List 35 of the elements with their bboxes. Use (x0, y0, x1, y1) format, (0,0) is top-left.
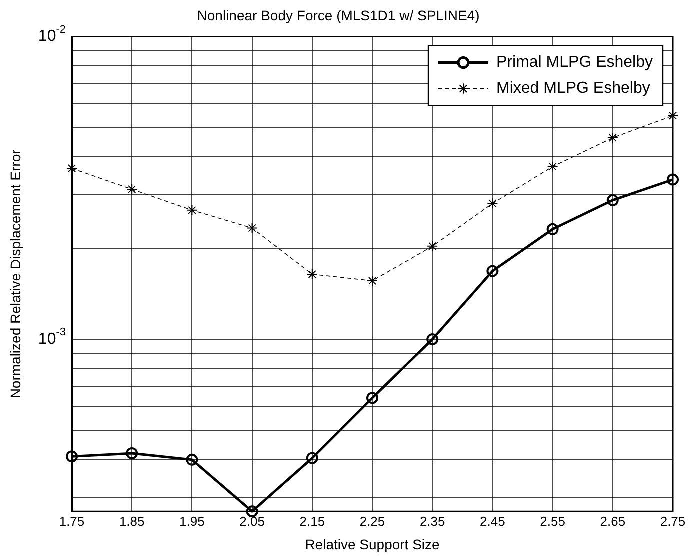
point (426, 333, 439, 346)
point (667, 174, 679, 186)
point (486, 265, 499, 278)
point (427, 240, 438, 252)
x-tick-label: 2.65 (600, 514, 626, 529)
point (306, 452, 318, 464)
x-tick-label: 2.45 (480, 514, 506, 529)
point (487, 198, 498, 210)
point (126, 184, 138, 195)
x-tick-label: 2.35 (420, 514, 446, 529)
point (546, 223, 559, 236)
point (366, 392, 378, 404)
x-tick-label: 1.85 (119, 514, 145, 529)
x-axis-title: Relative Support Size (305, 536, 440, 552)
x-tick-label: 2.15 (300, 514, 326, 529)
point (126, 448, 138, 460)
legend-label: Mixed MLPG Eshelby (496, 80, 650, 98)
point (186, 204, 198, 216)
x-tick-label: 2.75 (660, 514, 686, 529)
x-tick-label: 2.55 (540, 514, 566, 529)
point (186, 454, 198, 466)
point (246, 222, 258, 234)
point (547, 161, 558, 172)
x-tick-label: 1.95 (180, 514, 205, 529)
y-axis-title: Normalized Relative Displacement Error (7, 149, 24, 399)
point (306, 268, 318, 280)
x-tick-label: 2.05 (240, 514, 265, 529)
point (367, 276, 378, 287)
point (66, 450, 78, 463)
point (607, 132, 618, 144)
point (606, 194, 619, 206)
chart-title: Nonlinear Body Force (MLS1D1 w/ SPLINE4) (197, 7, 480, 24)
x-tick-label: 1.75 (59, 514, 85, 529)
legend-label: Primal MLPG Eshelby (496, 54, 654, 72)
x-tick-label: 2.25 (360, 514, 386, 529)
